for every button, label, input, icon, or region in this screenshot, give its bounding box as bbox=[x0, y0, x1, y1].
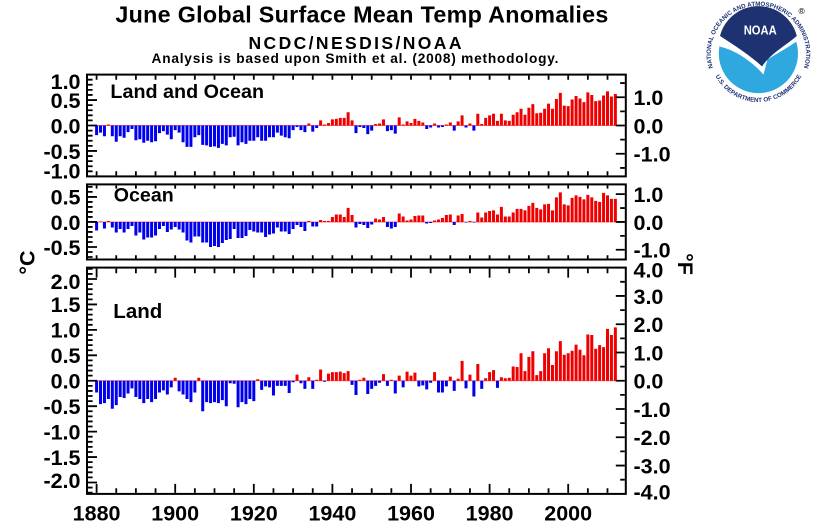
svg-text:0.5: 0.5 bbox=[51, 344, 81, 368]
svg-text:-1.0: -1.0 bbox=[634, 239, 671, 263]
svg-text:1960: 1960 bbox=[387, 501, 435, 525]
svg-text:3.0: 3.0 bbox=[634, 285, 664, 309]
svg-text:-1.0: -1.0 bbox=[43, 159, 80, 183]
svg-text:0.5: 0.5 bbox=[51, 89, 81, 113]
svg-text:-4.0: -4.0 bbox=[634, 481, 671, 505]
svg-text:-1.0: -1.0 bbox=[634, 398, 671, 422]
svg-text:2.0: 2.0 bbox=[51, 270, 81, 294]
svg-text:1940: 1940 bbox=[308, 501, 356, 525]
svg-text:-2.0: -2.0 bbox=[634, 426, 671, 450]
svg-text:2.0: 2.0 bbox=[634, 313, 664, 337]
svg-text:1.0: 1.0 bbox=[51, 70, 81, 94]
svg-text:-0.5: -0.5 bbox=[43, 395, 80, 419]
svg-text:1.0: 1.0 bbox=[634, 341, 664, 365]
svg-text:1920: 1920 bbox=[230, 501, 278, 525]
svg-text:0.0: 0.0 bbox=[634, 114, 664, 138]
svg-text:°F: °F bbox=[673, 253, 697, 275]
svg-text:June Global Surface Mean Temp: June Global Surface Mean Temp Anomalies bbox=[115, 2, 608, 28]
svg-text:4.0: 4.0 bbox=[634, 259, 664, 283]
svg-text:0.0: 0.0 bbox=[51, 370, 81, 394]
svg-text:0.0: 0.0 bbox=[634, 211, 664, 235]
svg-text:0.0: 0.0 bbox=[51, 211, 81, 235]
svg-text:-1.5: -1.5 bbox=[43, 446, 80, 470]
svg-text:1.0: 1.0 bbox=[51, 319, 81, 343]
svg-text:°C: °C bbox=[15, 250, 39, 274]
svg-text:1880: 1880 bbox=[73, 501, 121, 525]
svg-text:0.0: 0.0 bbox=[51, 114, 81, 138]
svg-text:Analysis is based upon Smith e: Analysis is based upon Smith et al. (200… bbox=[152, 51, 560, 66]
svg-text:2000: 2000 bbox=[544, 501, 592, 525]
svg-text:1.5: 1.5 bbox=[51, 293, 81, 317]
svg-text:NOAA: NOAA bbox=[744, 22, 777, 37]
svg-text:®: ® bbox=[798, 6, 805, 16]
svg-text:Land and Ocean: Land and Ocean bbox=[110, 81, 264, 103]
svg-text:-2.0: -2.0 bbox=[43, 469, 80, 493]
svg-text:1.0: 1.0 bbox=[634, 183, 664, 207]
svg-text:0.0: 0.0 bbox=[634, 370, 664, 394]
svg-text:-3.0: -3.0 bbox=[634, 454, 671, 478]
svg-text:0.5: 0.5 bbox=[51, 186, 81, 210]
svg-text:-1.0: -1.0 bbox=[634, 143, 671, 167]
svg-text:-0.5: -0.5 bbox=[43, 140, 80, 164]
svg-text:1900: 1900 bbox=[151, 501, 199, 525]
svg-text:1980: 1980 bbox=[466, 501, 514, 525]
svg-text:-0.5: -0.5 bbox=[43, 236, 80, 260]
svg-text:NCDC/NESDIS/NOAA: NCDC/NESDIS/NOAA bbox=[249, 33, 464, 53]
svg-text:Land: Land bbox=[113, 300, 162, 323]
svg-text:-1.0: -1.0 bbox=[43, 420, 80, 444]
svg-text:Ocean: Ocean bbox=[114, 185, 174, 207]
svg-text:1.0: 1.0 bbox=[634, 86, 664, 110]
